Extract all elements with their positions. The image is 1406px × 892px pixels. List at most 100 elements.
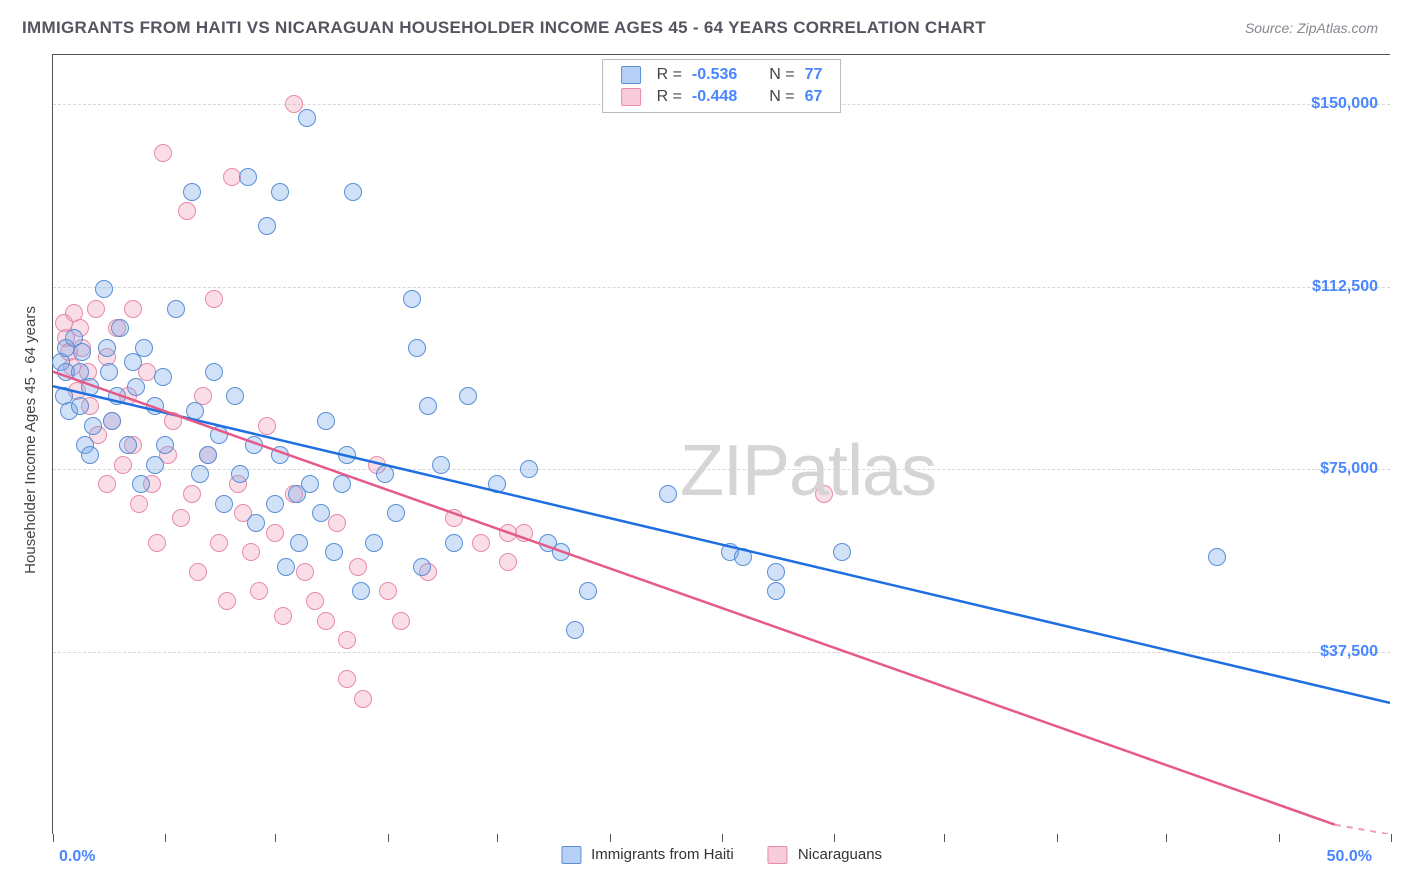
- swatch-icon: [561, 846, 581, 864]
- scatter-point: [210, 426, 228, 444]
- scatter-point: [146, 456, 164, 474]
- scatter-point: [317, 412, 335, 430]
- scatter-point: [325, 543, 343, 561]
- scatter-point: [408, 339, 426, 357]
- legend-row: R = -0.536 N = 77: [621, 64, 823, 86]
- scatter-point: [520, 460, 538, 478]
- scatter-point: [266, 495, 284, 513]
- scatter-point: [379, 582, 397, 600]
- scatter-point: [250, 582, 268, 600]
- scatter-point: [98, 339, 116, 357]
- scatter-point: [659, 485, 677, 503]
- scatter-point: [210, 534, 228, 552]
- scatter-point: [387, 504, 405, 522]
- scatter-point: [301, 475, 319, 493]
- scatter-point: [266, 524, 284, 542]
- y-axis-title: Householder Income Ages 45 - 64 years: [22, 306, 39, 574]
- scatter-point: [488, 475, 506, 493]
- scatter-point: [376, 465, 394, 483]
- scatter-point: [81, 378, 99, 396]
- scatter-point: [114, 456, 132, 474]
- x-tick: [944, 834, 945, 842]
- legend-item: Immigrants from Haiti: [561, 846, 734, 864]
- legend-row: R = -0.448 N = 67: [621, 86, 823, 108]
- scatter-point: [767, 582, 785, 600]
- legend-item: Nicaraguans: [768, 846, 882, 864]
- scatter-point: [274, 607, 292, 625]
- scatter-point: [231, 465, 249, 483]
- legend-r-label: R =: [657, 88, 682, 106]
- legend-r-value: -0.448: [692, 88, 737, 106]
- x-axis-start-label: 0.0%: [59, 848, 95, 866]
- scatter-point: [84, 417, 102, 435]
- scatter-point: [815, 485, 833, 503]
- scatter-point: [352, 582, 370, 600]
- chart-plot-area: $37,500$75,000$112,500$150,000 R = -0.53…: [52, 54, 1390, 834]
- scatter-point: [403, 290, 421, 308]
- scatter-point: [156, 436, 174, 454]
- scatter-point: [218, 592, 236, 610]
- scatter-point: [271, 446, 289, 464]
- scatter-point: [215, 495, 233, 513]
- scatter-point: [111, 319, 129, 337]
- scatter-point: [247, 514, 265, 532]
- x-tick: [1166, 834, 1167, 842]
- scatter-point: [154, 368, 172, 386]
- scatter-point: [333, 475, 351, 493]
- scatter-point: [98, 475, 116, 493]
- scatter-point: [164, 412, 182, 430]
- x-tick: [722, 834, 723, 842]
- scatter-point: [205, 290, 223, 308]
- swatch-icon: [768, 846, 788, 864]
- scatter-point: [100, 363, 118, 381]
- scatter-point: [344, 183, 362, 201]
- scatter-point: [271, 183, 289, 201]
- legend-item-label: Nicaraguans: [798, 846, 882, 863]
- scatter-point: [734, 548, 752, 566]
- scatter-point: [226, 387, 244, 405]
- scatter-point: [189, 563, 207, 581]
- scatter-point: [258, 417, 276, 435]
- scatter-point: [566, 621, 584, 639]
- scatter-point: [258, 217, 276, 235]
- scatter-point: [338, 670, 356, 688]
- scatter-point: [472, 534, 490, 552]
- scatter-point: [146, 397, 164, 415]
- x-tick: [1391, 834, 1392, 842]
- scatter-point: [132, 475, 150, 493]
- swatch-icon: [621, 66, 641, 84]
- scatter-point: [328, 514, 346, 532]
- scatter-point: [127, 378, 145, 396]
- legend-r-label: R =: [657, 66, 682, 84]
- gridline: [53, 469, 1390, 470]
- scatter-point: [81, 446, 99, 464]
- scatter-point: [312, 504, 330, 522]
- legend-n-label: N =: [769, 66, 794, 84]
- scatter-point: [285, 95, 303, 113]
- x-tick: [388, 834, 389, 842]
- scatter-point: [148, 534, 166, 552]
- scatter-point: [499, 553, 517, 571]
- scatter-point: [154, 144, 172, 162]
- scatter-point: [767, 563, 785, 581]
- scatter-point: [459, 387, 477, 405]
- scatter-point: [242, 543, 260, 561]
- scatter-point: [432, 456, 450, 474]
- correlation-legend: R = -0.536 N = 77 R = -0.448 N = 67: [602, 59, 842, 113]
- scatter-point: [73, 343, 91, 361]
- scatter-point: [135, 339, 153, 357]
- legend-n-value: 77: [805, 66, 823, 84]
- y-tick-label: $75,000: [1320, 460, 1378, 478]
- scatter-point: [445, 509, 463, 527]
- scatter-point: [515, 524, 533, 542]
- legend-n-label: N =: [769, 88, 794, 106]
- scatter-point: [552, 543, 570, 561]
- scatter-point: [306, 592, 324, 610]
- gridline: [53, 287, 1390, 288]
- scatter-point: [124, 300, 142, 318]
- x-axis-end-label: 50.0%: [1327, 848, 1372, 866]
- x-tick: [165, 834, 166, 842]
- scatter-point: [205, 363, 223, 381]
- scatter-point: [392, 612, 410, 630]
- legend-r-value: -0.536: [692, 66, 737, 84]
